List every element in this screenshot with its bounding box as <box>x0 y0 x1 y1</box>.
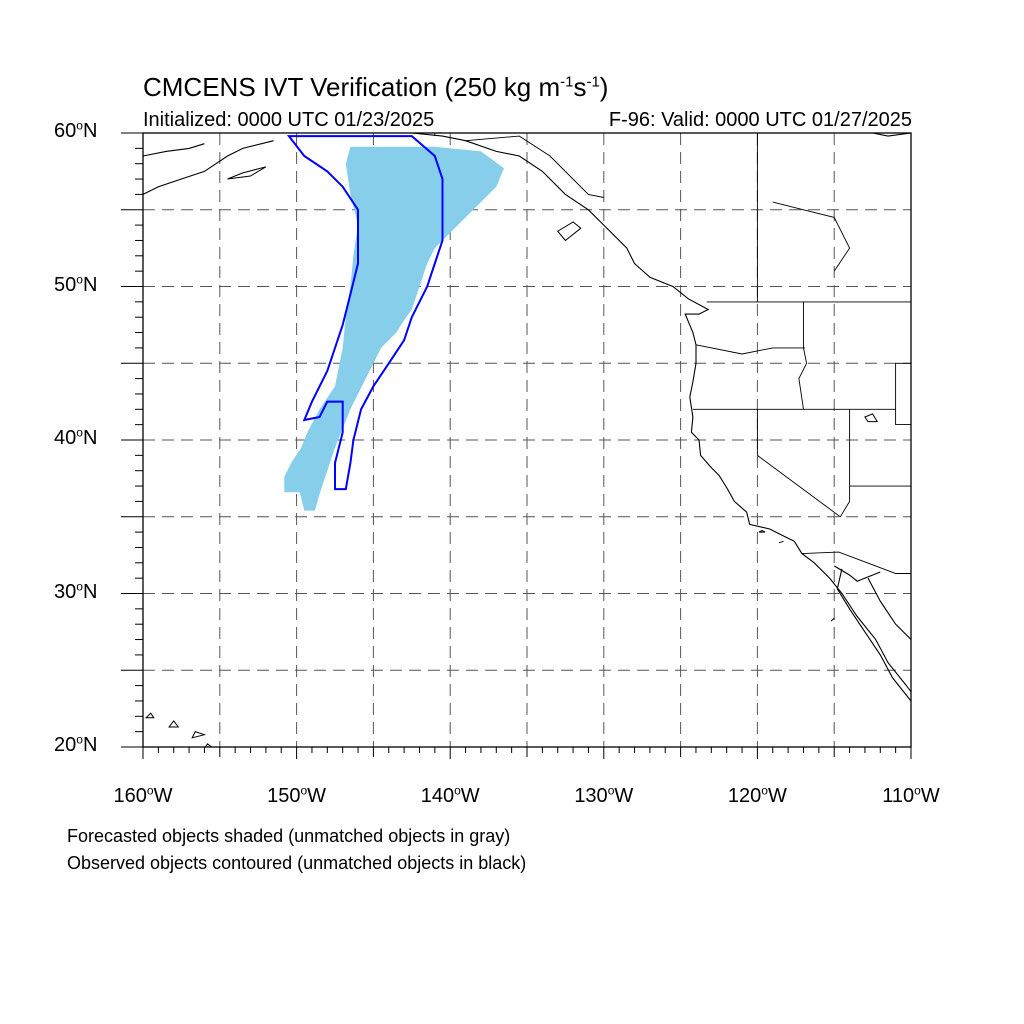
island-outline <box>778 540 784 544</box>
hemisphere-letter: W <box>460 785 480 807</box>
coastline <box>833 565 881 582</box>
hemisphere-letter: W <box>920 785 940 807</box>
lon-label-140: 140oW <box>405 783 495 808</box>
island-outline <box>144 712 155 719</box>
lat-label-60: 60oN <box>54 118 108 143</box>
degree-symbol: o <box>607 783 615 798</box>
island-outline <box>227 166 267 180</box>
state-border <box>839 409 851 518</box>
lon-label-120: 120oW <box>712 783 802 808</box>
label-value: 130 <box>574 785 608 807</box>
hemisphere-letter: W <box>767 785 787 807</box>
coastlines-and-borders <box>143 133 911 747</box>
observed-object-contour <box>286 135 444 491</box>
state-border <box>695 344 805 355</box>
lon-label-130: 130oW <box>559 783 649 808</box>
title-mid: s <box>573 72 587 102</box>
lake-outline <box>864 413 879 423</box>
forecast-object-shading <box>284 146 504 511</box>
island-outline <box>758 530 766 533</box>
label-value: 160 <box>113 785 147 807</box>
hemisphere-letter: W <box>614 785 634 807</box>
hemisphere-letter: W <box>307 785 327 807</box>
hemisphere-letter: N <box>82 120 98 142</box>
label-value: 120 <box>727 785 762 807</box>
degree-symbol: o <box>76 271 83 286</box>
label-value: 40 <box>54 427 77 449</box>
island-outline <box>830 617 835 622</box>
title-suffix: ) <box>599 72 609 102</box>
degree-symbol: o <box>761 783 768 798</box>
coastline <box>143 143 205 157</box>
state-border <box>798 301 808 410</box>
degree-symbol: o <box>914 783 921 798</box>
ivt-objects <box>284 135 504 511</box>
island-outline <box>168 720 180 728</box>
axis-ticks <box>121 132 912 759</box>
forecast-legend-text: Forecasted objects shaded (unmatched obj… <box>67 826 511 846</box>
title-exponent-1: -1 <box>560 73 574 91</box>
lon-label-110: 110oW <box>866 783 956 808</box>
degree-symbol: o <box>454 783 461 798</box>
label-value: 110 <box>882 785 915 807</box>
map-title: CMCENS IVT Verification (250 kg m-1s-1) <box>143 72 608 103</box>
degree-symbol: o <box>76 118 83 133</box>
label-value: 20 <box>54 734 77 756</box>
valid-time-label: F-96: Valid: 0000 UTC 01/27/2025 <box>608 109 912 131</box>
label-value: 140 <box>420 785 455 807</box>
lat-label-40: 40oN <box>54 425 108 450</box>
coastline <box>872 133 911 137</box>
lat-label-20: 20oN <box>54 732 108 757</box>
coastline <box>867 577 911 640</box>
coastline <box>143 140 274 195</box>
state-border <box>465 135 604 198</box>
degree-symbol: o <box>146 783 154 798</box>
label-value: 150 <box>267 785 301 807</box>
degree-symbol: o <box>300 783 308 798</box>
observed-legend-text: Observed objects contoured (unmatched ob… <box>67 853 527 873</box>
island-outline <box>204 743 213 747</box>
degree-symbol: o <box>76 425 83 440</box>
island-outline <box>556 221 582 242</box>
coastline <box>411 133 911 693</box>
graticule <box>143 133 911 747</box>
title-prefix: CMCENS IVT Verification (250 kg m <box>143 72 561 102</box>
degree-symbol: o <box>76 578 83 593</box>
init-time-label: Initialized: 0000 UTC 01/23/2025 <box>143 109 435 131</box>
hemisphere-letter: N <box>82 427 98 449</box>
title-exponent-2: -1 <box>586 73 600 91</box>
label-value: 30 <box>54 580 77 603</box>
hemisphere-letter: N <box>82 580 98 603</box>
state-border <box>801 551 911 574</box>
label-value: 50 <box>54 273 77 296</box>
state-border <box>756 409 841 518</box>
lat-label-30: 30oN <box>54 578 108 604</box>
hemisphere-letter: W <box>153 785 173 807</box>
hemisphere-letter: N <box>82 273 98 296</box>
hemisphere-letter: N <box>82 734 98 756</box>
coastline <box>836 568 911 702</box>
lon-label-150: 150oW <box>252 783 342 808</box>
state-border <box>895 363 911 426</box>
island-outline <box>191 730 207 739</box>
label-value: 60 <box>54 120 77 142</box>
state-border <box>772 201 851 272</box>
degree-symbol: o <box>76 732 83 747</box>
lat-label-50: 50oN <box>54 271 108 297</box>
lon-label-160: 160oW <box>98 783 188 808</box>
